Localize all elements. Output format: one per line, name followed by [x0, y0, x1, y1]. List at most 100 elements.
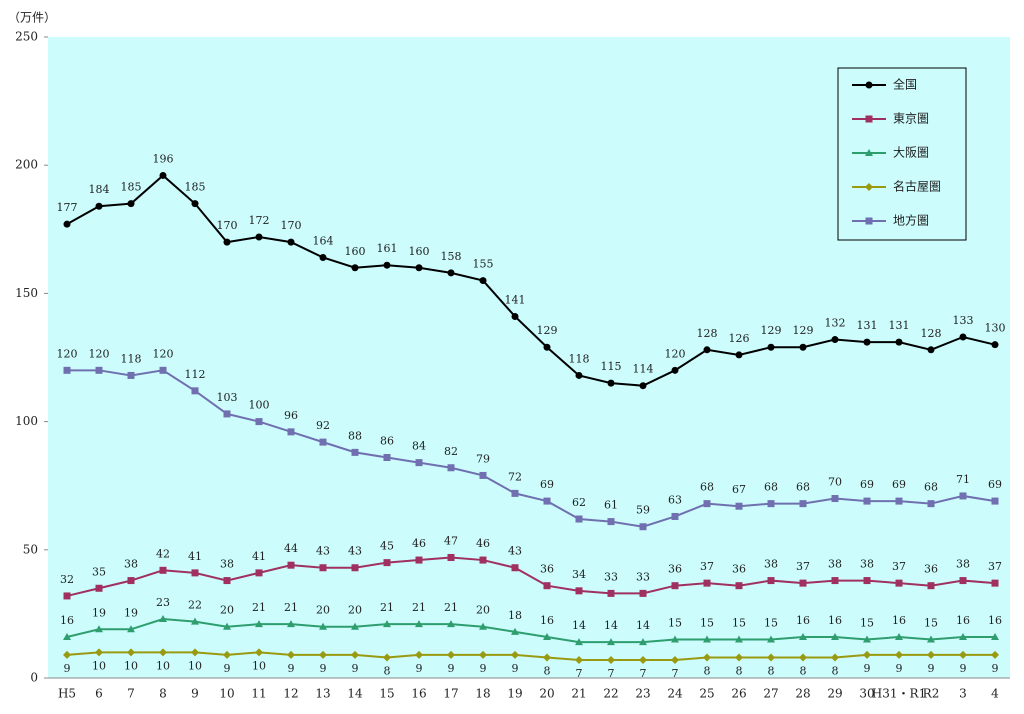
- point: [735, 635, 743, 643]
- point: [95, 584, 103, 592]
- data-label: 67: [732, 483, 746, 496]
- point: [447, 269, 455, 277]
- data-label: 18: [508, 609, 522, 622]
- legend-marker: [865, 149, 873, 156]
- x-tick-label: 3: [959, 687, 967, 701]
- point: [255, 569, 263, 577]
- point: [511, 627, 519, 635]
- data-label: 185: [121, 181, 142, 194]
- data-label: 21: [252, 601, 266, 614]
- series-line: [66, 651, 995, 662]
- data-label: 37: [700, 560, 714, 573]
- data-label: 7: [640, 667, 647, 680]
- point: [639, 638, 647, 646]
- point: [479, 622, 487, 630]
- x-tick-label: 6: [95, 687, 103, 701]
- point: [159, 566, 167, 574]
- legend-label: 東京圏: [893, 112, 929, 126]
- point: [831, 632, 839, 640]
- point: [959, 650, 967, 659]
- data-label: 37: [988, 560, 1002, 573]
- point: [223, 410, 231, 418]
- data-label: 16: [828, 614, 842, 627]
- data-label: 9: [992, 662, 999, 675]
- data-label: 8: [768, 664, 775, 677]
- data-label: 20: [476, 604, 490, 617]
- data-label: 7: [608, 667, 615, 680]
- x-tick-label: 22: [603, 687, 618, 701]
- y-tick-label: 150: [15, 286, 38, 300]
- point: [351, 650, 359, 659]
- point: [575, 638, 583, 646]
- point: [159, 648, 167, 657]
- point: [991, 341, 999, 349]
- point: [511, 312, 519, 320]
- point: [671, 512, 679, 520]
- data-label: 9: [512, 662, 519, 675]
- point: [575, 515, 583, 523]
- data-label: 129: [537, 324, 558, 337]
- y-tick-label: 0: [30, 671, 38, 685]
- point: [319, 564, 327, 572]
- data-label: 15: [860, 617, 874, 630]
- data-label: 63: [668, 493, 682, 506]
- point: [991, 497, 999, 505]
- data-label: 170: [217, 219, 238, 232]
- point: [991, 579, 999, 587]
- point: [447, 650, 455, 659]
- point: [319, 650, 327, 659]
- data-label: 21: [412, 601, 426, 614]
- x-tick-label: 11: [251, 687, 266, 701]
- point: [63, 632, 71, 640]
- data-label: 33: [636, 570, 650, 583]
- data-label: 38: [828, 558, 842, 571]
- data-label: 14: [572, 619, 586, 632]
- data-label: 71: [956, 473, 970, 486]
- y-axis-label: （万件）: [8, 11, 56, 25]
- data-label: 120: [665, 347, 686, 360]
- data-label: 88: [348, 429, 362, 442]
- point: [255, 418, 263, 426]
- data-label: 19: [124, 606, 138, 619]
- point: [191, 569, 199, 577]
- data-label: 100: [249, 399, 270, 412]
- data-label: 131: [889, 319, 910, 332]
- point: [63, 650, 71, 659]
- data-label: 8: [832, 664, 839, 677]
- data-label: 120: [57, 347, 78, 360]
- data-label: 68: [700, 481, 714, 494]
- data-label: 15: [700, 617, 714, 630]
- data-label: 70: [828, 476, 842, 489]
- point: [191, 200, 199, 208]
- data-label: 9: [416, 662, 423, 675]
- point: [607, 638, 615, 646]
- legend-label: 全国: [893, 77, 917, 92]
- point: [543, 343, 551, 351]
- point: [703, 579, 711, 587]
- data-label: 9: [896, 662, 903, 675]
- data-label: 133: [953, 314, 974, 327]
- data-label: 172: [249, 214, 270, 227]
- x-tick-label: H5: [58, 687, 76, 701]
- point: [287, 428, 295, 436]
- point: [543, 497, 551, 505]
- data-label: 10: [156, 659, 170, 672]
- data-label: 126: [729, 332, 750, 345]
- data-label: 36: [540, 563, 554, 576]
- plot-area: [48, 37, 1010, 678]
- point: [735, 351, 743, 359]
- data-label: 16: [892, 614, 906, 627]
- point: [319, 622, 327, 630]
- point: [831, 336, 839, 344]
- data-label: 8: [800, 664, 807, 677]
- point: [479, 556, 487, 564]
- data-label: 15: [732, 617, 746, 630]
- point: [863, 635, 871, 643]
- point: [607, 589, 615, 597]
- x-tick-label: 19: [507, 687, 522, 701]
- point: [127, 371, 135, 379]
- data-label: 9: [928, 662, 935, 675]
- data-label: 43: [348, 545, 362, 558]
- data-label: 21: [444, 601, 458, 614]
- point: [383, 653, 391, 662]
